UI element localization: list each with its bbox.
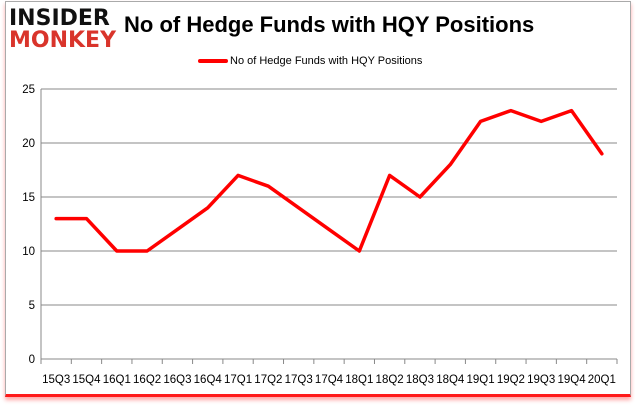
y-tick-label: 5: [29, 300, 35, 312]
x-tick-label: 17Q4: [315, 374, 344, 386]
x-tick-label: 17Q1: [224, 374, 252, 386]
x-tick-label: 19Q1: [467, 374, 495, 386]
x-tick-label: 20Q1: [588, 374, 616, 386]
logo-line-1: INSIDER: [9, 6, 110, 31]
x-tick-label: 17Q2: [254, 374, 282, 386]
legend-label: No of Hedge Funds with HQY Positions: [230, 55, 423, 67]
y-tick-label: 25: [22, 84, 35, 96]
legend: No of Hedge Funds with HQY Positions: [198, 55, 422, 67]
x-tick-label: 19Q3: [527, 374, 555, 386]
x-tick-label: 18Q3: [406, 374, 434, 386]
x-tick-label: 18Q2: [376, 374, 404, 386]
chart-frame: [5, 1, 631, 397]
y-tick-label: 0: [29, 354, 35, 366]
y-tick-label: 20: [22, 138, 35, 150]
y-tick-label: 10: [22, 246, 35, 258]
y-tick-label: 15: [22, 192, 35, 204]
x-tick-label: 16Q1: [103, 374, 131, 386]
chart-title: No of Hedge Funds with HQY Positions: [124, 12, 535, 37]
x-tick-label: 16Q4: [194, 374, 223, 386]
insider-monkey-logo: INSIDER MONKEY: [9, 8, 119, 52]
series-line: [54, 108, 604, 253]
x-tick-label: 19Q2: [497, 374, 525, 386]
x-tick-label: 15Q3: [42, 374, 70, 386]
x-tick-label: 17Q3: [285, 374, 313, 386]
legend-swatch: [198, 59, 228, 63]
x-tick-label: 16Q3: [163, 374, 191, 386]
x-tick-label: 18Q4: [436, 374, 465, 386]
logo-line-2: MONKEY: [9, 28, 117, 53]
x-tick-label: 19Q4: [557, 374, 586, 386]
x-tick-label: 16Q2: [133, 374, 161, 386]
x-tick-label: 15Q4: [72, 374, 101, 386]
x-tick-label: 18Q1: [345, 374, 373, 386]
